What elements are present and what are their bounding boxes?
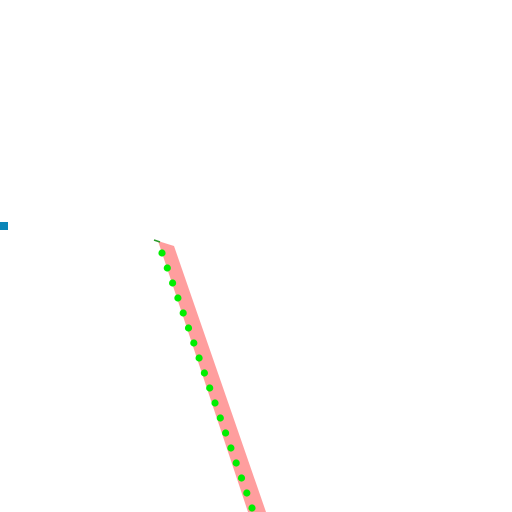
dot: [232, 459, 240, 467]
dot: [190, 339, 198, 347]
tip: [153, 239, 161, 243]
dot: [184, 324, 193, 332]
dot: [169, 279, 177, 287]
dot: [227, 444, 235, 452]
dot: [179, 309, 187, 317]
dot-trail: [158, 249, 256, 512]
dot: [163, 264, 171, 272]
dot: [200, 369, 208, 377]
band: [158, 241, 266, 512]
dot: [248, 504, 256, 512]
dot: [243, 489, 251, 497]
marker: [0, 222, 8, 230]
dot: [158, 249, 166, 257]
dot: [211, 399, 219, 407]
dot: [195, 354, 203, 362]
dot: [237, 474, 246, 482]
dot: [206, 384, 214, 392]
dot: [216, 414, 224, 422]
dot: [174, 294, 182, 302]
dot: [222, 429, 230, 437]
